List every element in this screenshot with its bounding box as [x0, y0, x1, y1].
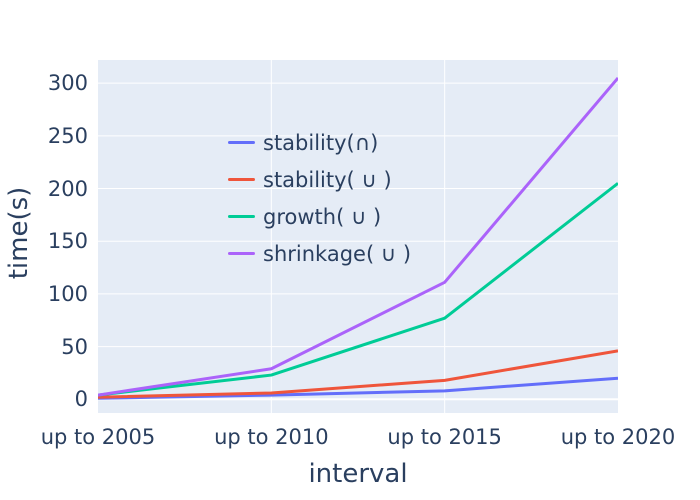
legend-item-stability[interactable]: stability( ∪ ): [228, 161, 411, 198]
legend-label: growth( ∪ ): [263, 204, 382, 229]
x-axis-title: interval: [308, 459, 408, 489]
legend-item-growth[interactable]: growth( ∪ ): [228, 198, 411, 235]
series-line-shrinkage: [98, 76, 618, 397]
y-tick-label: 0: [74, 387, 88, 412]
legend-label: stability( ∪ ): [263, 167, 392, 192]
legend-label: shrinkage( ∪ ): [263, 241, 412, 266]
legend-label: stability(∩): [263, 130, 379, 155]
y-tick-label: 100: [47, 281, 88, 306]
series-line-stability: [98, 376, 618, 400]
plot-area: stability(∩) stability( ∪ ) growth( ∪ ) shr…: [98, 60, 618, 413]
y-tick-label: 250: [47, 123, 88, 148]
x-tick-label: up to 2015: [387, 425, 502, 449]
legend-line-swatch: [228, 252, 255, 255]
series-line-growth: [98, 182, 618, 397]
legend-line-swatch: [228, 141, 255, 144]
x-tick-label: up to 2020: [560, 425, 676, 449]
y-tick-label: 50: [61, 334, 88, 359]
y-tick-label: 200: [47, 176, 88, 201]
chart-legend: stability(∩) stability( ∪ ) growth( ∪ ) shr…: [228, 124, 411, 272]
y-tick-label: 150: [47, 229, 88, 254]
y-tick-label: 300: [47, 71, 88, 96]
legend-item-stability[interactable]: stability(∩): [228, 124, 411, 161]
x-tick-label: up to 2005: [40, 425, 156, 449]
legend-line-swatch: [228, 178, 255, 181]
legend-line-swatch: [228, 215, 255, 218]
series-line-stability: [98, 349, 618, 399]
legend-item-shrinkage[interactable]: shrinkage( ∪ ): [228, 235, 411, 272]
x-tick-label: up to 2010: [214, 425, 329, 449]
chart-canvas: [98, 60, 618, 413]
